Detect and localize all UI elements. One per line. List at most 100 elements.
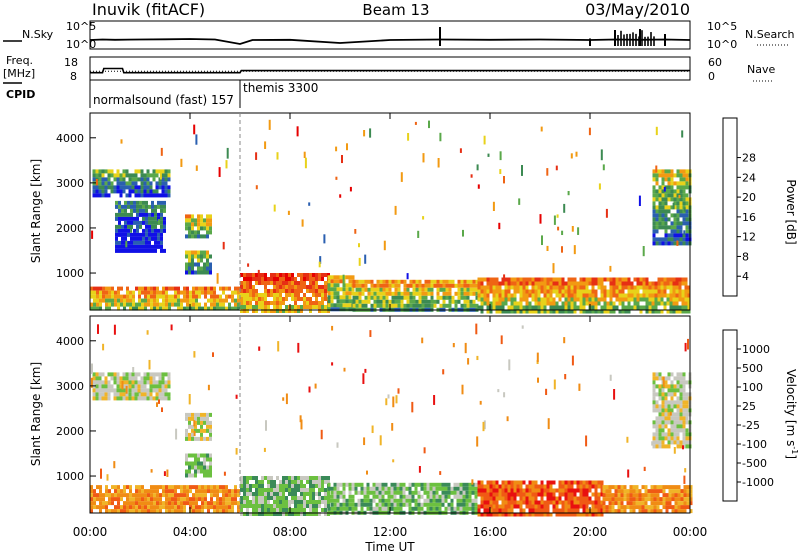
data-cell bbox=[635, 489, 639, 494]
data-cell bbox=[243, 297, 246, 301]
data-cell bbox=[397, 283, 401, 288]
data-cell bbox=[655, 225, 659, 230]
data-cell bbox=[677, 493, 681, 498]
data-cell bbox=[675, 285, 679, 290]
data-cell bbox=[145, 228, 148, 233]
data-cell bbox=[185, 254, 188, 259]
data-cell bbox=[422, 153, 425, 163]
data-cell bbox=[671, 509, 675, 514]
data-cell bbox=[679, 169, 683, 174]
data-cell bbox=[285, 512, 288, 516]
data-cell bbox=[655, 221, 659, 226]
data-cell bbox=[191, 214, 194, 219]
data-cell bbox=[282, 504, 285, 508]
data-cell bbox=[174, 485, 177, 490]
data-cell bbox=[192, 298, 195, 303]
data-cell bbox=[150, 306, 153, 311]
data-cell bbox=[160, 232, 163, 237]
data-cell bbox=[143, 189, 147, 194]
data-cell bbox=[285, 484, 288, 488]
data-cell bbox=[138, 286, 141, 291]
data-cell bbox=[603, 305, 607, 310]
data-cell bbox=[633, 305, 637, 310]
data-cell bbox=[113, 392, 117, 397]
data-cell bbox=[261, 508, 264, 512]
data-cell bbox=[433, 279, 437, 284]
data-cell bbox=[510, 504, 514, 509]
data-cell bbox=[418, 303, 422, 308]
data-cell bbox=[151, 244, 154, 249]
data-cell bbox=[200, 432, 203, 437]
data-cell bbox=[472, 303, 476, 308]
data-cell bbox=[470, 174, 473, 178]
data-cell bbox=[460, 283, 464, 288]
data-cell bbox=[197, 214, 200, 219]
data-cell bbox=[209, 222, 212, 227]
data-cell bbox=[90, 493, 93, 498]
data-cell bbox=[489, 484, 493, 489]
data-cell bbox=[659, 509, 663, 514]
data-cell bbox=[93, 302, 96, 307]
data-cell bbox=[483, 488, 487, 493]
data-cell bbox=[273, 305, 276, 309]
data-cell bbox=[571, 355, 574, 366]
data-cell bbox=[151, 216, 154, 221]
data-cell bbox=[594, 496, 598, 501]
data-cell bbox=[191, 453, 194, 458]
data-cell bbox=[626, 436, 629, 443]
data-cell bbox=[498, 504, 502, 509]
data-cell bbox=[603, 285, 607, 290]
data-cell bbox=[203, 473, 206, 478]
data-cell bbox=[324, 508, 327, 512]
data-cell bbox=[564, 488, 568, 493]
data-cell bbox=[270, 293, 273, 297]
data-cell bbox=[146, 181, 150, 186]
data-cell bbox=[503, 392, 506, 398]
data-cell bbox=[385, 279, 389, 284]
data-cell bbox=[158, 193, 162, 198]
data-cell bbox=[96, 302, 99, 307]
data-cell bbox=[249, 488, 252, 492]
data-cell bbox=[346, 143, 348, 151]
data-cell bbox=[154, 212, 157, 217]
data-cell bbox=[309, 309, 312, 313]
data-cell bbox=[462, 498, 466, 503]
data-cell bbox=[655, 165, 658, 173]
data-cell bbox=[138, 509, 141, 514]
data-cell bbox=[188, 230, 191, 235]
data-cell bbox=[186, 485, 189, 490]
data-cell bbox=[246, 293, 249, 297]
data-cell bbox=[137, 169, 141, 174]
data-cell bbox=[249, 281, 252, 285]
data-cell bbox=[303, 504, 306, 508]
data-cell bbox=[552, 263, 555, 274]
data-cell bbox=[543, 488, 547, 493]
data-cell bbox=[460, 303, 464, 308]
data-cell bbox=[663, 187, 666, 192]
data-cell bbox=[645, 285, 649, 290]
data-cell bbox=[255, 500, 258, 504]
data-cell bbox=[228, 302, 231, 307]
data-cell bbox=[355, 279, 359, 284]
data-cell bbox=[108, 290, 111, 295]
data-cell bbox=[240, 512, 243, 516]
data-cell bbox=[382, 303, 386, 308]
data-cell bbox=[605, 489, 609, 494]
data-cell bbox=[364, 299, 368, 304]
data-cell bbox=[336, 295, 340, 300]
data-cell bbox=[345, 275, 349, 280]
data-cell bbox=[206, 473, 209, 478]
data-cell bbox=[600, 512, 604, 517]
data-cell bbox=[655, 440, 659, 445]
data-cell bbox=[156, 501, 159, 506]
data-cell bbox=[104, 384, 108, 389]
data-cell bbox=[261, 488, 264, 492]
data-cell bbox=[140, 384, 144, 389]
data-cell bbox=[101, 388, 105, 393]
data-cell bbox=[450, 506, 454, 511]
data-cell bbox=[358, 283, 362, 288]
data-cell bbox=[120, 298, 123, 303]
data-cell bbox=[655, 432, 659, 437]
data-cell bbox=[152, 173, 156, 178]
